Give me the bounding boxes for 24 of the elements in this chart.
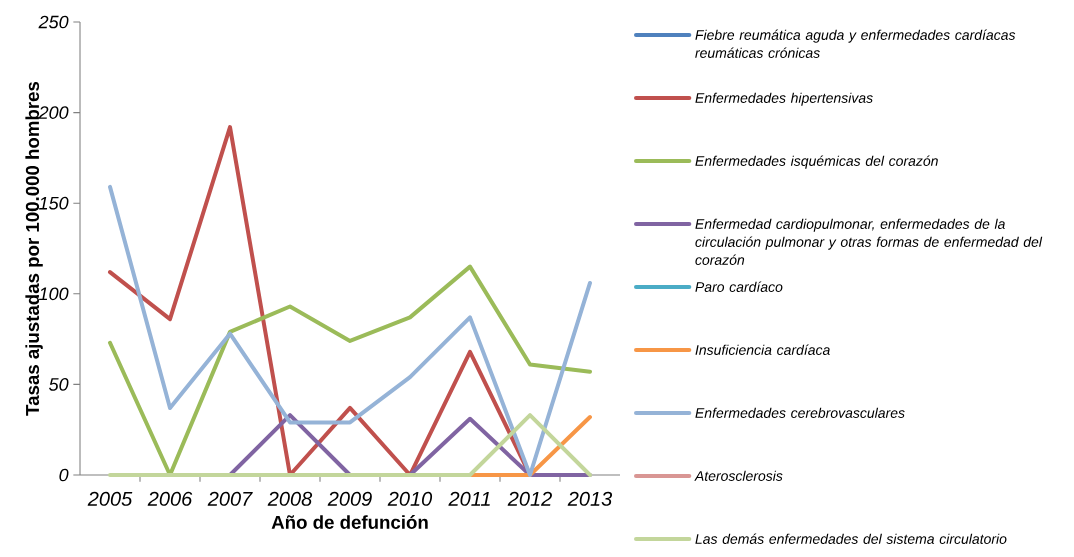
- y-tick-label: 50: [49, 378, 69, 391]
- y-tick-label: 0: [59, 468, 69, 482]
- legend-label: Fiebre reumática aguda y enfermedades cardíacas reumáticas crónicas: [695, 29, 1016, 58]
- x-tick-label: 2012: [507, 491, 552, 506]
- legend-label: Paro cardíaco: [695, 281, 783, 292]
- legend-label: Enfermedades isquémicas del corazón: [695, 155, 938, 169]
- x-tick-label: 2006: [147, 491, 193, 506]
- legend-label: Enfermedad cardiopulmonar, enfermedades de la circulación pulmonar y otras formas de enfermedad del corazón: [695, 218, 1043, 265]
- y-tick-label: 200: [38, 106, 69, 119]
- x-tick-label: 2007: [207, 491, 253, 506]
- legend-label: Aterosclerosis: [694, 470, 783, 481]
- x-axis-title: Año de defunción: [271, 515, 428, 529]
- line-series: [108, 184, 592, 477]
- x-tick-label: 2013: [567, 491, 613, 506]
- x-tick-label: 2011: [448, 491, 490, 506]
- legend-label: Enfermedades hipertensivas: [695, 92, 873, 106]
- x-tick-label: 2010: [387, 491, 433, 506]
- legend-label: Las demás enfermedades del sistema circulatorio: [695, 533, 1007, 544]
- x-tick-label: 2008: [267, 491, 313, 506]
- x-tick-label: 2009: [327, 491, 372, 506]
- x-tick-label: 2005: [87, 491, 133, 506]
- legend-label: Enfermedades cerebrovasculares: [695, 407, 905, 418]
- y-tick-label: 250: [38, 15, 69, 29]
- legend-label: Insuficiencia cardíaca: [695, 344, 830, 355]
